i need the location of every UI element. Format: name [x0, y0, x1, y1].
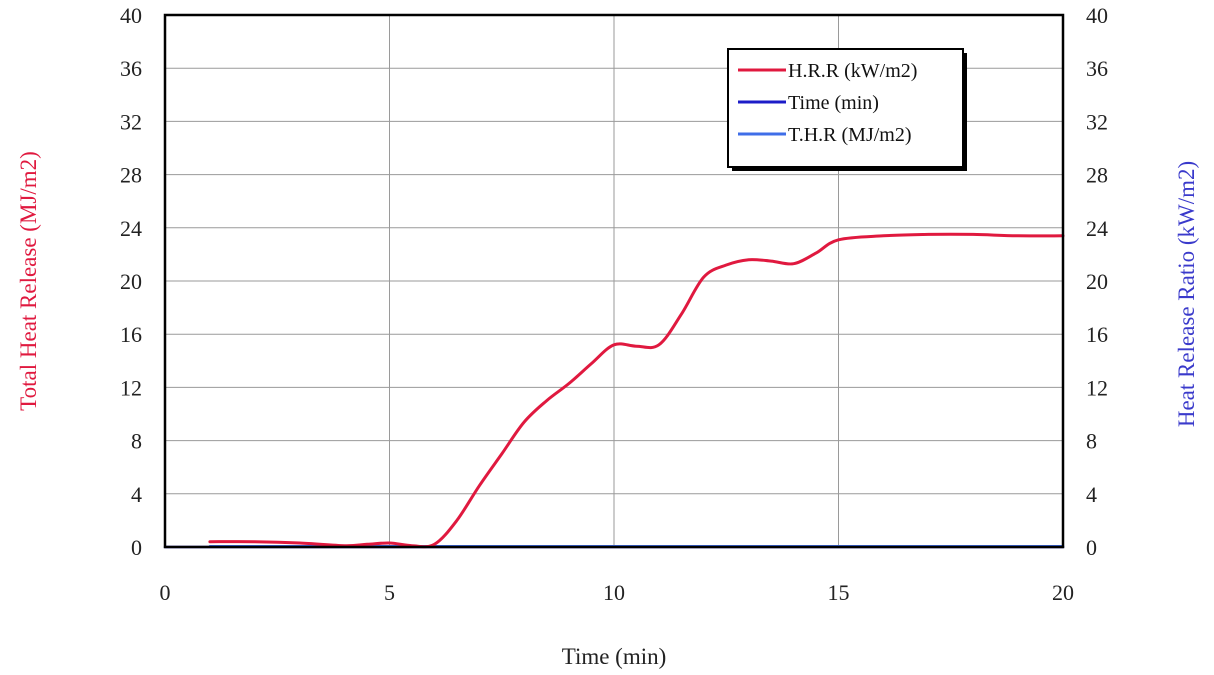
- plot-frame: [163, 13, 1065, 549]
- y-right-tick-label-2: 8: [1086, 429, 1097, 454]
- y-right-tick-label-1: 4: [1086, 482, 1097, 507]
- y-left-tick-label-6: 24: [120, 216, 142, 241]
- legend-label-0: H.R.R (kW/m2): [788, 60, 917, 82]
- y-left-tick-label-7: 28: [120, 163, 142, 188]
- y-left-tick-label-3: 12: [120, 375, 142, 400]
- y-left-tick-label-4: 16: [120, 322, 142, 347]
- y-left-tick-label-2: 8: [131, 429, 142, 454]
- y-right-tick-label-10: 40: [1086, 3, 1108, 28]
- legend-items: H.R.R (kW/m2) Time (min) T.H.R (MJ/m2): [738, 60, 917, 146]
- y-left-tick-label-9: 36: [120, 56, 142, 81]
- y-left-tick-label-0: 0: [131, 535, 142, 560]
- y-right-tick-label-3: 12: [1086, 375, 1108, 400]
- y-axis-right-title: Heat Release Ratio (kW/m2): [1174, 161, 1199, 427]
- x-axis-title: Time (min): [562, 644, 667, 669]
- y-right-tick-label-0: 0: [1086, 535, 1097, 560]
- y-right-tick-label-6: 24: [1086, 216, 1108, 241]
- x-tick-label-1: 5: [384, 580, 395, 605]
- y-right-tick-label-8: 32: [1086, 109, 1108, 134]
- y-right-tick-label-4: 16: [1086, 322, 1108, 347]
- y-right-tick-label-9: 36: [1086, 56, 1108, 81]
- y-left-tick-label-8: 32: [120, 109, 142, 134]
- x-tick-label-0: 0: [160, 580, 171, 605]
- x-tick-label-3: 15: [828, 580, 850, 605]
- legend: H.R.R (kW/m2) Time (min) T.H.R (MJ/m2): [727, 48, 967, 171]
- y-axis-left-title: Total Heat Release (MJ/m2): [16, 151, 41, 411]
- y-left-tick-label-5: 20: [120, 269, 142, 294]
- x-tick-label-4: 20: [1052, 580, 1074, 605]
- y-right-tick-label-5: 20: [1086, 269, 1108, 294]
- legend-label-1: Time (min): [788, 92, 879, 114]
- y-left-tick-label-10: 40: [120, 3, 142, 28]
- ticks: 0 5 10 15 20 0 4 8 12 16 20 24 28 32 36 40 0 4 8 12 16 20 24 28…: [120, 3, 1108, 605]
- y-right-tick-label-7: 28: [1086, 163, 1108, 188]
- y-left-tick-label-1: 4: [131, 482, 142, 507]
- grid: [164, 14, 1064, 548]
- x-tick-label-2: 10: [603, 580, 625, 605]
- series-line-0: [208, 232, 1065, 549]
- legend-label-2: T.H.R (MJ/m2): [788, 124, 912, 146]
